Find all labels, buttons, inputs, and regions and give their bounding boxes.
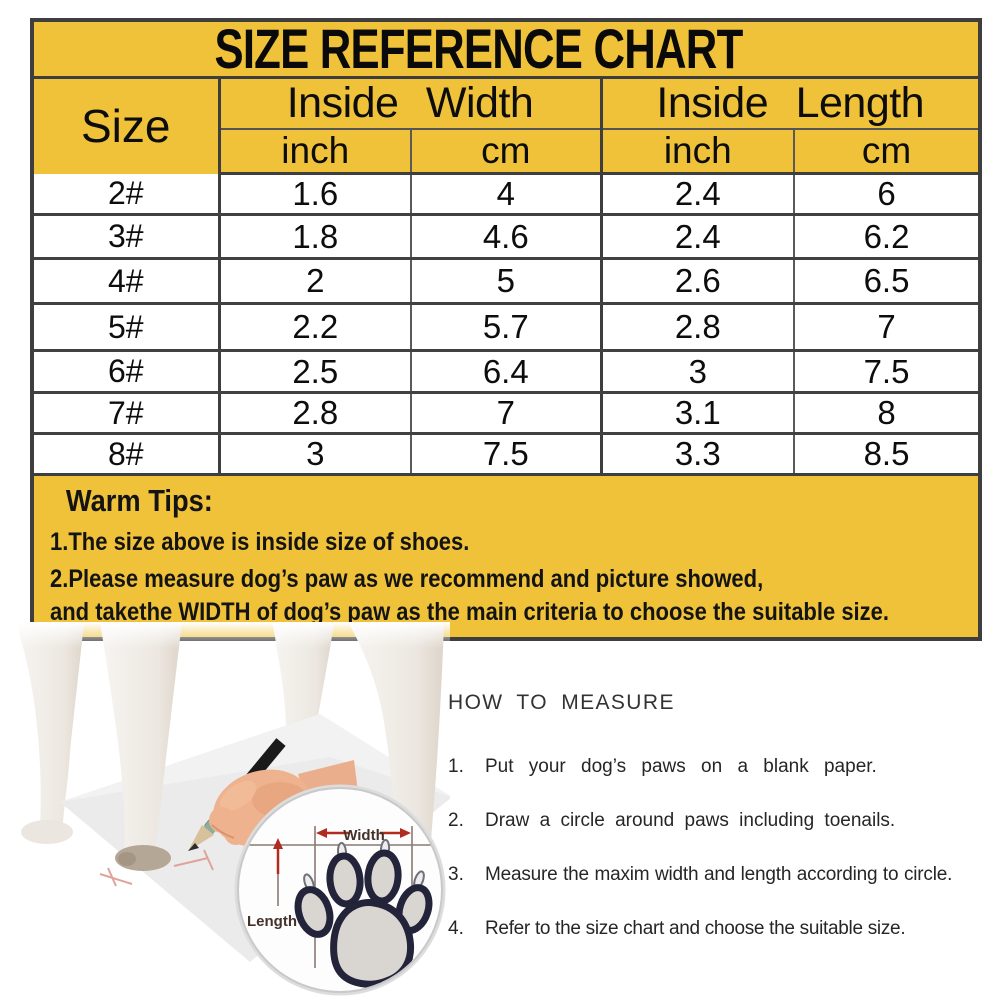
table-row: 3# 1.8 4.6 2.4 6.2	[34, 214, 978, 260]
size-cell: 3#	[34, 214, 219, 260]
value-cell: 8	[793, 392, 978, 435]
warm-tip-line: 2.Please measure dog’s paw as we recomme…	[50, 565, 764, 593]
length-label: Length	[247, 913, 297, 930]
warm-tip-line: 1.The size above is inside size of shoes…	[50, 528, 470, 556]
warm-tips-section: Warm Tips: 1.The size above is inside si…	[34, 473, 978, 637]
table-row: 5# 2.2 5.7 2.8 7	[34, 303, 978, 352]
measure-step: 3. Measure the maxim width and length ac…	[448, 862, 1000, 887]
size-table: Size Inside Width Inside Length inch cm …	[34, 79, 978, 473]
step-number: 4.	[448, 918, 464, 939]
value-cell: 6.2	[793, 214, 978, 260]
table-row: 4# 2 5 2.6 6.5	[34, 258, 978, 305]
value-cell: 7	[793, 303, 978, 352]
how-to-measure-section: HOW TO MEASURE 1. Put your dog’s paws on…	[448, 690, 1000, 970]
trace-marks	[99, 849, 214, 887]
value-cell: 2.8	[599, 303, 795, 352]
paw-diagram-circle: Width Length	[234, 784, 446, 996]
value-cell: 2.2	[217, 303, 411, 352]
unit-header-cm: cm	[409, 129, 602, 175]
chart-title: SIZE REFERENCE CHART	[213, 17, 743, 80]
size-column-header: Size	[34, 79, 219, 174]
table-row: 7# 2.8 7 3.1 8	[34, 392, 978, 435]
value-cell: 1.6	[217, 173, 411, 216]
value-cell: 6.4	[409, 350, 602, 394]
unit-header-row: inch cm inch cm	[34, 129, 978, 175]
value-cell: 2.6	[599, 258, 795, 305]
measure-step: 2. Draw a circle around paws including t…	[448, 808, 1000, 833]
measure-step: 1. Put your dog’s paws on a blank paper.	[448, 754, 1000, 779]
value-cell: 3	[217, 433, 411, 473]
value-cell: 2.8	[217, 392, 411, 435]
toenails	[303, 839, 425, 893]
size-cell: 8#	[34, 433, 219, 473]
step-text: Put your dog’s paws on a blank paper.	[485, 756, 877, 777]
value-cell: 8.5	[793, 433, 978, 473]
value-cell: 7.5	[793, 350, 978, 394]
value-cell: 5	[409, 258, 602, 305]
inside-width-header: Inside Width	[217, 79, 602, 130]
size-cell: 6#	[34, 350, 219, 394]
warm-tips-heading: Warm Tips:	[65, 483, 213, 518]
value-cell: 2	[217, 258, 411, 305]
unit-header-inch: inch	[599, 129, 795, 175]
value-cell: 7	[409, 392, 602, 435]
value-cell: 4	[409, 173, 602, 216]
size-cell: 5#	[34, 303, 219, 352]
length-arrow	[273, 838, 283, 874]
how-to-measure-heading: HOW TO MEASURE	[448, 691, 675, 714]
chart-title-bar: SIZE REFERENCE CHART	[34, 17, 978, 80]
warm-tip-line: and takethe WIDTH of dog’s paw as the ma…	[50, 598, 890, 626]
value-cell: 2.4	[599, 214, 795, 260]
value-cell: 6.5	[793, 258, 978, 305]
value-cell: 2.4	[599, 173, 795, 216]
table-row: 2# 1.6 4 2.4 6	[34, 173, 978, 216]
value-cell: 7.5	[409, 433, 602, 473]
measuring-photo: Width Length	[0, 622, 450, 996]
step-text: Refer to the size chart and choose the s…	[485, 918, 906, 939]
step-text: Measure the maxim width and length accor…	[485, 864, 953, 885]
size-cell: 2#	[34, 173, 219, 216]
table-row: 8# 3 7.5 3.3 8.5	[34, 433, 978, 473]
width-label: Width	[343, 827, 385, 844]
group-header-row: Size Inside Width Inside Length	[34, 79, 978, 174]
value-cell: 3	[599, 350, 795, 394]
table-row: 6# 2.5 6.4 3 7.5	[34, 350, 978, 394]
width-arrow	[316, 828, 411, 838]
measure-step: 4. Refer to the size chart and choose th…	[448, 916, 1000, 941]
paw-print-icon	[294, 849, 433, 988]
step-number: 2.	[448, 810, 464, 831]
inside-length-header: Inside Length	[599, 79, 978, 130]
value-cell: 3.3	[599, 433, 795, 473]
photo-fade	[0, 622, 450, 648]
size-reference-chart: SIZE REFERENCE CHART Size Inside Width I…	[30, 18, 982, 641]
step-text: Draw a circle around paws including toen…	[485, 810, 896, 831]
unit-header-inch: inch	[217, 129, 411, 175]
size-cell: 4#	[34, 258, 219, 305]
value-cell: 6	[793, 173, 978, 216]
value-cell: 3.1	[599, 392, 795, 435]
unit-header-cm: cm	[793, 129, 978, 175]
value-cell: 4.6	[409, 214, 602, 260]
step-number: 3.	[448, 864, 464, 885]
value-cell: 1.8	[217, 214, 411, 260]
value-cell: 2.5	[217, 350, 411, 394]
size-cell: 7#	[34, 392, 219, 435]
step-number: 1.	[448, 756, 464, 777]
value-cell: 5.7	[409, 303, 602, 352]
